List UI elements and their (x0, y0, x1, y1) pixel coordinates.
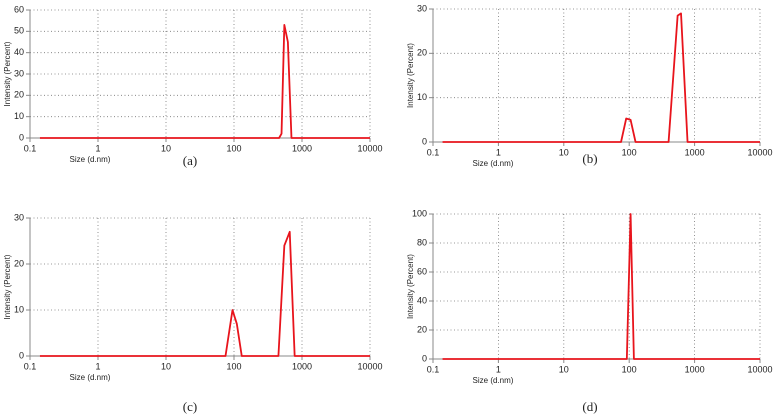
y-tick-label: 10 (417, 92, 427, 102)
y-tick-label: 30 (14, 68, 24, 78)
y-tick-label: 10 (14, 304, 24, 314)
x-tick-label: 10 (161, 143, 171, 153)
x-tick-label: 1 (496, 147, 501, 157)
x-axis-label: Size (d.nm) (70, 155, 111, 164)
x-tick-label: 10000 (747, 147, 772, 157)
x-tick-label: 1000 (685, 147, 705, 157)
y-tick-label: 40 (417, 295, 427, 305)
x-axis-label: Size (d.nm) (473, 376, 514, 385)
y-tick-label: 50 (14, 26, 24, 36)
y-axis-label: Intensity (Percent) (406, 43, 415, 108)
x-tick-label: 10 (161, 361, 171, 371)
x-tick-label: 100 (226, 361, 241, 371)
panel-caption: (b) (582, 151, 597, 166)
y-axis-label: Intensity (Percent) (3, 41, 12, 106)
panel-caption: (d) (582, 399, 597, 414)
x-tick-label: 1000 (292, 361, 312, 371)
y-tick-label: 40 (14, 47, 24, 57)
y-tick-label: 0 (19, 350, 24, 360)
x-tick-label: 10 (559, 364, 569, 374)
y-tick-label: 0 (422, 353, 427, 363)
y-tick-label: 20 (14, 258, 24, 268)
x-tick-label: 1 (95, 143, 100, 153)
panel-caption: (c) (183, 399, 197, 414)
x-tick-label: 10000 (357, 361, 382, 371)
y-tick-label: 100 (412, 208, 427, 218)
y-tick-label: 20 (417, 48, 427, 58)
panel-caption: (a) (183, 153, 197, 168)
x-tick-label: 0.1 (24, 143, 37, 153)
data-line (39, 24, 370, 139)
x-tick-label: 10 (559, 147, 569, 157)
y-axis-label: Intensity (Percent) (3, 254, 12, 319)
y-tick-label: 30 (14, 212, 24, 222)
y-tick-label: 60 (417, 266, 427, 276)
x-tick-label: 10000 (357, 143, 382, 153)
x-tick-label: 0.1 (427, 147, 440, 157)
data-line (442, 12, 760, 143)
x-tick-label: 1 (95, 361, 100, 371)
x-tick-label: 0.1 (427, 364, 440, 374)
y-tick-label: 20 (14, 90, 24, 100)
y-tick-label: 0 (19, 132, 24, 142)
x-tick-label: 1 (496, 364, 501, 374)
y-tick-label: 80 (417, 237, 427, 247)
x-axis-label: Size (d.nm) (70, 373, 111, 382)
y-tick-label: 20 (417, 324, 427, 334)
x-tick-label: 1000 (685, 364, 705, 374)
x-tick-label: 10000 (747, 364, 772, 374)
x-tick-label: 1000 (292, 143, 312, 153)
x-tick-label: 100 (226, 143, 241, 153)
y-axis-label: Intensity (Percent) (406, 254, 415, 319)
x-axis-label: Size (d.nm) (473, 159, 514, 168)
y-tick-label: 60 (14, 4, 24, 14)
x-tick-label: 100 (622, 147, 637, 157)
y-tick-label: 10 (14, 111, 24, 121)
x-tick-label: 100 (622, 364, 637, 374)
y-tick-label: 30 (417, 3, 427, 13)
x-tick-label: 0.1 (24, 361, 37, 371)
y-tick-label: 0 (422, 136, 427, 146)
data-line (39, 230, 370, 357)
data-line (442, 213, 760, 360)
